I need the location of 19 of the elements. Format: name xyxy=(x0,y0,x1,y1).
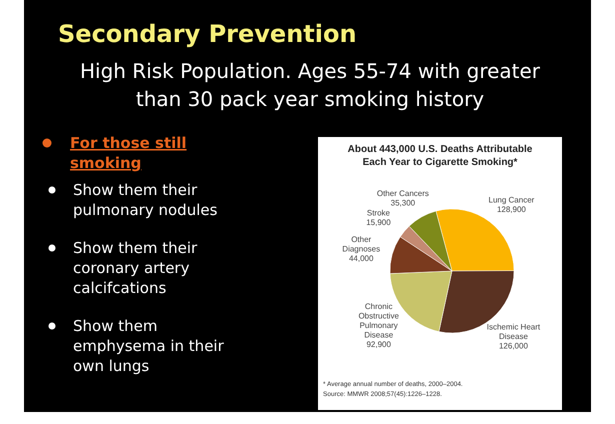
slice-label: Lung Cancer xyxy=(488,195,535,204)
text: Secondary Prevention xyxy=(58,20,357,48)
data-label: 15,900 xyxy=(366,218,392,227)
data-label: 35,300 xyxy=(390,198,416,208)
chart-title: About 443,000 U.S. Deaths Attributable Each Year to Cigarette Smoking* xyxy=(348,144,533,168)
slice-label: Chronic Obstructive Pulmonary Disease xyxy=(358,302,400,340)
data-label: 128,900 xyxy=(496,204,526,214)
text: Show them emphysema in their own lungs xyxy=(73,317,225,375)
data-label: 92,900 xyxy=(366,340,392,350)
slice-label: Other Diagnoses xyxy=(342,235,380,254)
slice-label: Stroke xyxy=(366,208,391,218)
text: Show them their coronary artery calcifcations xyxy=(73,239,198,297)
text: Show them their pulmonary nodules xyxy=(73,181,218,219)
text: High Risk Population. Ages 55-74 with greater than 30 pack year smoking history xyxy=(80,59,541,111)
slice-label: Ischemic Heart Disease xyxy=(486,322,541,342)
text: For those still smoking xyxy=(70,134,187,172)
slice-label: Other Cancers xyxy=(376,189,429,198)
data-label: 44,000 xyxy=(348,254,374,264)
data-label: 126,000 xyxy=(498,342,528,351)
